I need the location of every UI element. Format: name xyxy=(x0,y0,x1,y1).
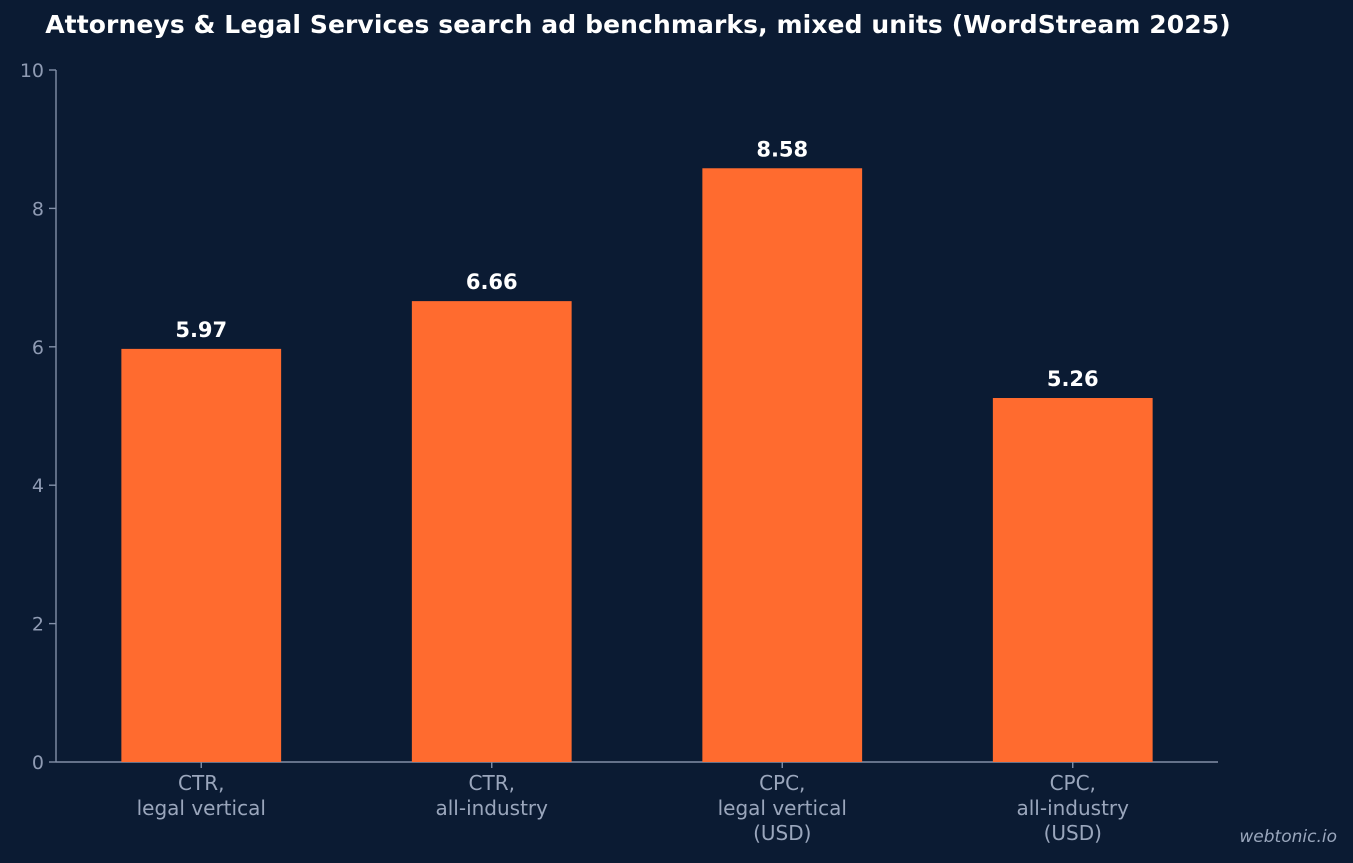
y-tick-label: 10 xyxy=(20,60,44,82)
bar-value-label: 5.26 xyxy=(1047,367,1099,391)
y-tick-label: 4 xyxy=(32,475,44,497)
x-category-label: legal vertical xyxy=(137,796,266,820)
bar xyxy=(121,348,282,762)
bar-value-label: 5.97 xyxy=(175,318,227,342)
y-tick-label: 8 xyxy=(32,198,44,220)
chart-title: Attorneys & Legal Services search ad ben… xyxy=(45,10,1231,39)
x-category-label: all-industry xyxy=(435,796,548,820)
y-tick-label: 0 xyxy=(32,752,44,774)
bar-value-label: 8.58 xyxy=(756,137,808,161)
bar-value-label: 6.66 xyxy=(466,270,518,294)
x-category-label: CPC, xyxy=(759,771,805,795)
bar xyxy=(702,168,863,762)
x-category-label: all-industry xyxy=(1016,796,1129,820)
y-tick-label: 2 xyxy=(32,614,44,636)
x-category-label: (USD) xyxy=(753,821,811,845)
x-category-label: CPC, xyxy=(1050,771,1096,795)
x-category-label: legal vertical xyxy=(718,796,847,820)
bar xyxy=(992,398,1153,762)
x-category-label: CTR, xyxy=(178,771,224,795)
x-category-label: CTR, xyxy=(469,771,515,795)
y-tick-label: 6 xyxy=(32,337,44,359)
x-category-label: (USD) xyxy=(1044,821,1102,845)
watermark: webtonic.io xyxy=(1239,827,1337,847)
bar xyxy=(411,301,572,762)
